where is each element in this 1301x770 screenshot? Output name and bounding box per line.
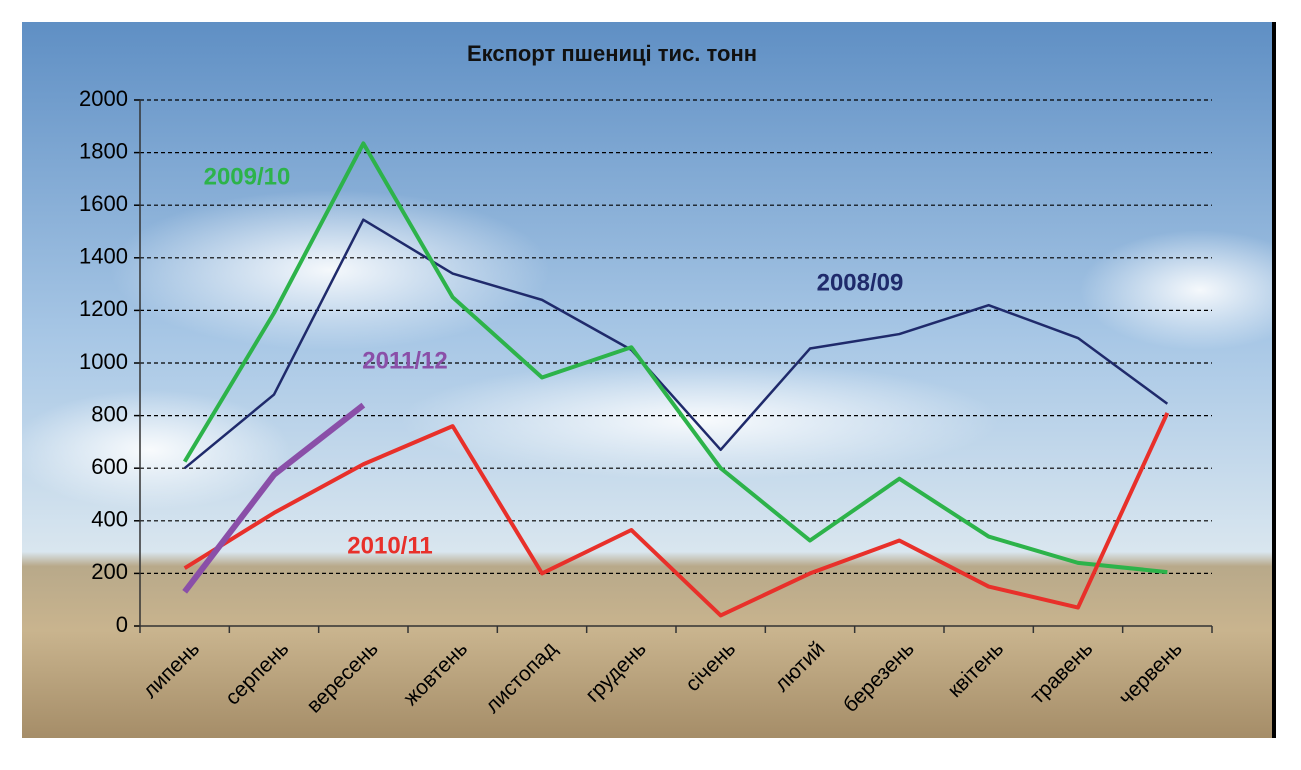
cloud xyxy=(400,360,1000,480)
chart-title: Експорт пшениці тис. тонн xyxy=(467,41,757,66)
cloud xyxy=(1080,230,1301,350)
y-tick-label: 800 xyxy=(91,401,128,426)
frame-edge xyxy=(1272,22,1276,738)
y-tick-label: 200 xyxy=(91,559,128,584)
y-tick-label: 1200 xyxy=(79,296,128,321)
y-tick-label: 1000 xyxy=(79,349,128,374)
y-tick-label: 1800 xyxy=(79,138,128,163)
y-tick-label: 2000 xyxy=(79,86,128,111)
series-label: 2009/10 xyxy=(204,163,291,190)
series-label: 2011/12 xyxy=(362,347,447,374)
series-line xyxy=(183,412,1170,618)
series-line xyxy=(182,141,1168,575)
y-tick-label: 1400 xyxy=(79,244,128,269)
cloud xyxy=(10,390,290,510)
y-tick-label: 600 xyxy=(91,454,128,479)
y-tick-label: 1600 xyxy=(79,191,128,216)
y-tick-label: 0 xyxy=(116,612,128,637)
series-label: 2008/09 xyxy=(817,269,904,296)
series-label: 2010/11 xyxy=(347,532,432,559)
series-line xyxy=(182,402,366,594)
series-line xyxy=(183,218,1169,470)
y-tick-label: 400 xyxy=(91,507,128,532)
